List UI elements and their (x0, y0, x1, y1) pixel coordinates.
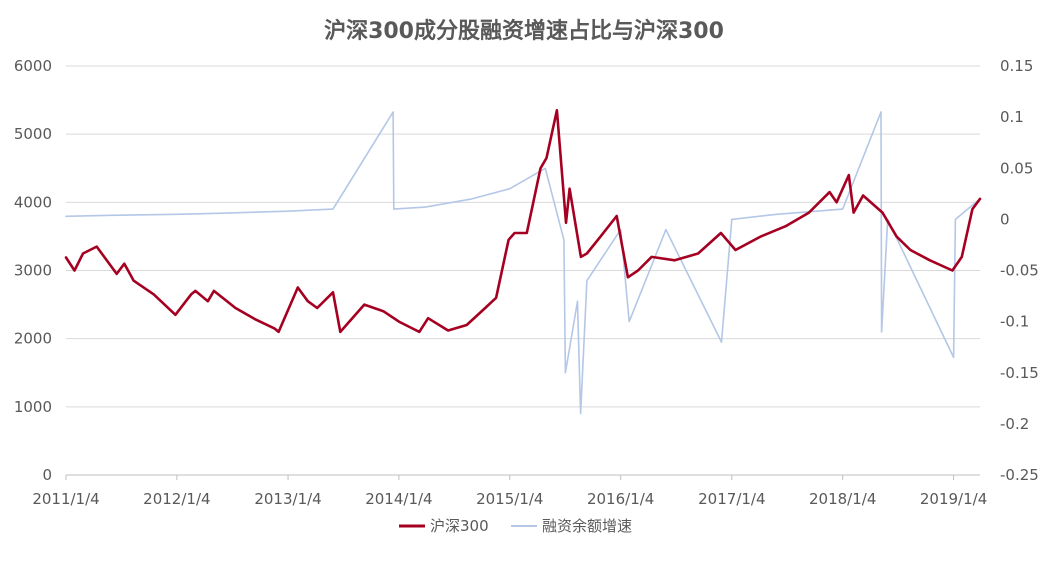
x-tick-label: 2019/1/4 (920, 490, 987, 508)
x-tick-label: 2016/1/4 (587, 490, 654, 508)
y-right-tick-label: -0.15 (1000, 364, 1039, 382)
series-line-2 (65, 111, 981, 415)
y-right-tick-label: -0.25 (1000, 466, 1039, 484)
y-right-tick-label: -0.05 (1000, 262, 1039, 280)
x-tick-label: 2011/1/4 (32, 490, 99, 508)
y-left-tick-label: 0 (42, 466, 52, 484)
x-tick-label: 2015/1/4 (476, 490, 543, 508)
y-right-tick-label: 0.15 (1000, 57, 1033, 75)
y-right-tick-label: -0.1 (1000, 313, 1029, 331)
gridlines (66, 65, 980, 408)
y-left-tick-label: 4000 (14, 193, 52, 211)
y-left-tick-label: 3000 (14, 262, 52, 280)
chart-title: 沪深300成分股融资增速占比与沪深300 (324, 18, 724, 44)
x-tick-label: 2018/1/4 (809, 490, 876, 508)
y-right-tick-label: 0.05 (1000, 159, 1033, 177)
axes: 0 1000 2000 3000 4000 5000 6000 0.15 0.1 0.05 0 -0.… (14, 57, 1039, 508)
series-line-1 (64, 109, 982, 334)
x-tick-label: 2017/1/4 (698, 490, 765, 508)
y-left-tick-label: 1000 (14, 398, 52, 416)
y-left-tick-label: 2000 (14, 330, 52, 348)
legend: 沪深300 融资余额增速 (399, 517, 632, 535)
x-tick-label: 2013/1/4 (254, 490, 321, 508)
legend-label-2: 融资余额增速 (542, 517, 632, 535)
y-right-tick-label: 0.1 (1000, 108, 1024, 126)
legend-label-1: 沪深300 (430, 517, 489, 535)
y-right-tick-label: -0.2 (1000, 415, 1029, 433)
series-left (64, 109, 982, 334)
x-tick-label: 2014/1/4 (365, 490, 432, 508)
y-right-tick-label: 0 (1000, 210, 1010, 228)
series-right (65, 111, 981, 415)
y-left-tick-label: 5000 (14, 125, 52, 143)
y-left-tick-label: 6000 (14, 57, 52, 75)
x-tick-label: 2012/1/4 (143, 490, 210, 508)
